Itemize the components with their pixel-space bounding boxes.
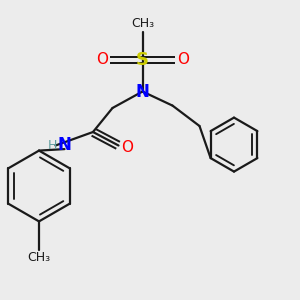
Text: N: N	[58, 136, 71, 154]
Text: O: O	[96, 52, 108, 68]
Text: O: O	[177, 52, 189, 68]
Text: CH₃: CH₃	[131, 17, 154, 30]
Text: S: S	[136, 51, 149, 69]
Text: H: H	[48, 139, 57, 152]
Text: N: N	[136, 82, 149, 100]
Text: O: O	[122, 140, 134, 154]
Text: CH₃: CH₃	[27, 251, 51, 264]
